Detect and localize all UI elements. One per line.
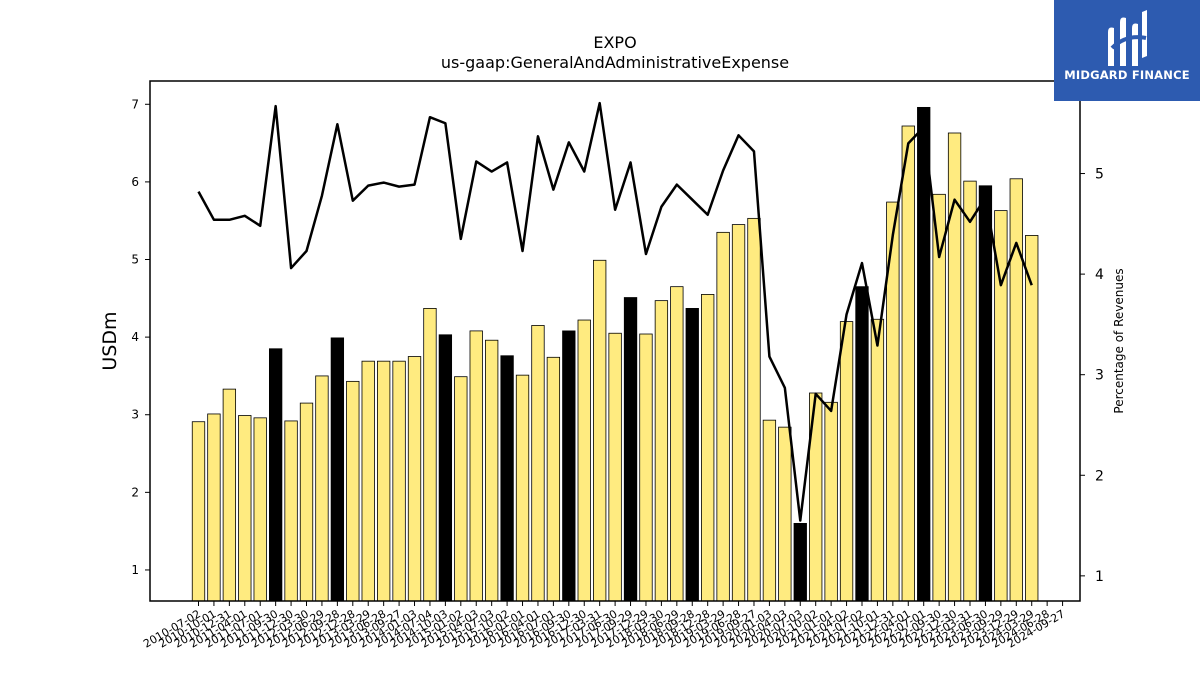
bar [454,376,468,602]
bar [207,413,221,602]
bar [253,417,267,602]
right-y-axis-label: Percentage of Revenues [1112,268,1126,413]
bar [654,300,669,602]
x-axis: 2010-07-022010-10-012010-12-312011-04-01… [141,601,1067,651]
bar [577,319,591,602]
y2-tick-label: 1 [1095,569,1104,585]
bar [731,224,746,602]
bar [531,325,545,602]
bar [917,106,931,602]
bar [963,180,977,602]
midgard-logo-icon [1108,10,1147,66]
bar [639,333,653,602]
bar [978,185,993,602]
bar [423,307,437,602]
bar [546,356,561,602]
bar [469,330,483,602]
bar [762,419,777,602]
right-y-axis: 1 2 3 4 5 [1080,167,1104,585]
y-tick-label: 2 [131,485,139,499]
bar [346,380,360,602]
midgard-finance-logo: MIDGARD FINANCE [1054,0,1200,101]
percentage-line-series [197,101,1033,522]
bar-series [191,106,1039,602]
y-tick-label: 3 [131,408,139,422]
bar [839,321,854,602]
bar [994,210,1008,602]
y-tick-label: 6 [131,175,139,189]
bar [238,415,252,602]
percentage-line [197,101,1033,522]
bar [793,522,807,602]
y-tick-label: 4 [131,330,139,344]
bar [1025,235,1039,602]
bar [315,375,329,602]
bar [191,421,206,602]
left-y-axis-label: USDm [99,311,121,370]
y-tick-label: 5 [131,253,139,267]
bar [438,334,453,602]
bar [870,318,885,602]
logo-text: MIDGARD FINANCE [1064,68,1190,82]
bar [562,330,576,602]
y2-tick-label: 5 [1095,167,1104,183]
bar [716,231,730,602]
bar [330,337,345,602]
bar [222,388,237,602]
chart-title: EXPO [593,33,636,52]
y-tick-label: 7 [131,97,139,111]
bar [670,286,684,602]
y2-tick-label: 3 [1095,368,1104,384]
chart-subtitle: us-gaap:GeneralAndAdministrativeExpense [441,53,789,72]
bar [623,297,638,602]
bar [747,217,761,602]
bar [901,125,915,602]
y-tick-label: 1 [131,563,139,577]
bar [593,259,607,602]
bar [701,294,715,602]
bar [824,401,838,602]
bar [361,360,375,602]
bar [608,332,622,602]
y2-tick-label: 4 [1095,267,1104,283]
y2-tick-label: 2 [1095,468,1104,484]
bar [855,286,869,602]
bar [407,356,422,602]
bar [392,360,406,602]
bar [778,426,792,602]
bar [485,339,499,602]
bar [377,360,391,602]
bar [299,402,314,602]
bar [268,348,283,602]
bar [284,420,298,602]
bar [500,355,514,602]
left-y-axis: 1 2 3 4 5 6 7 [131,97,150,577]
bar [515,374,530,602]
bar [685,307,699,602]
